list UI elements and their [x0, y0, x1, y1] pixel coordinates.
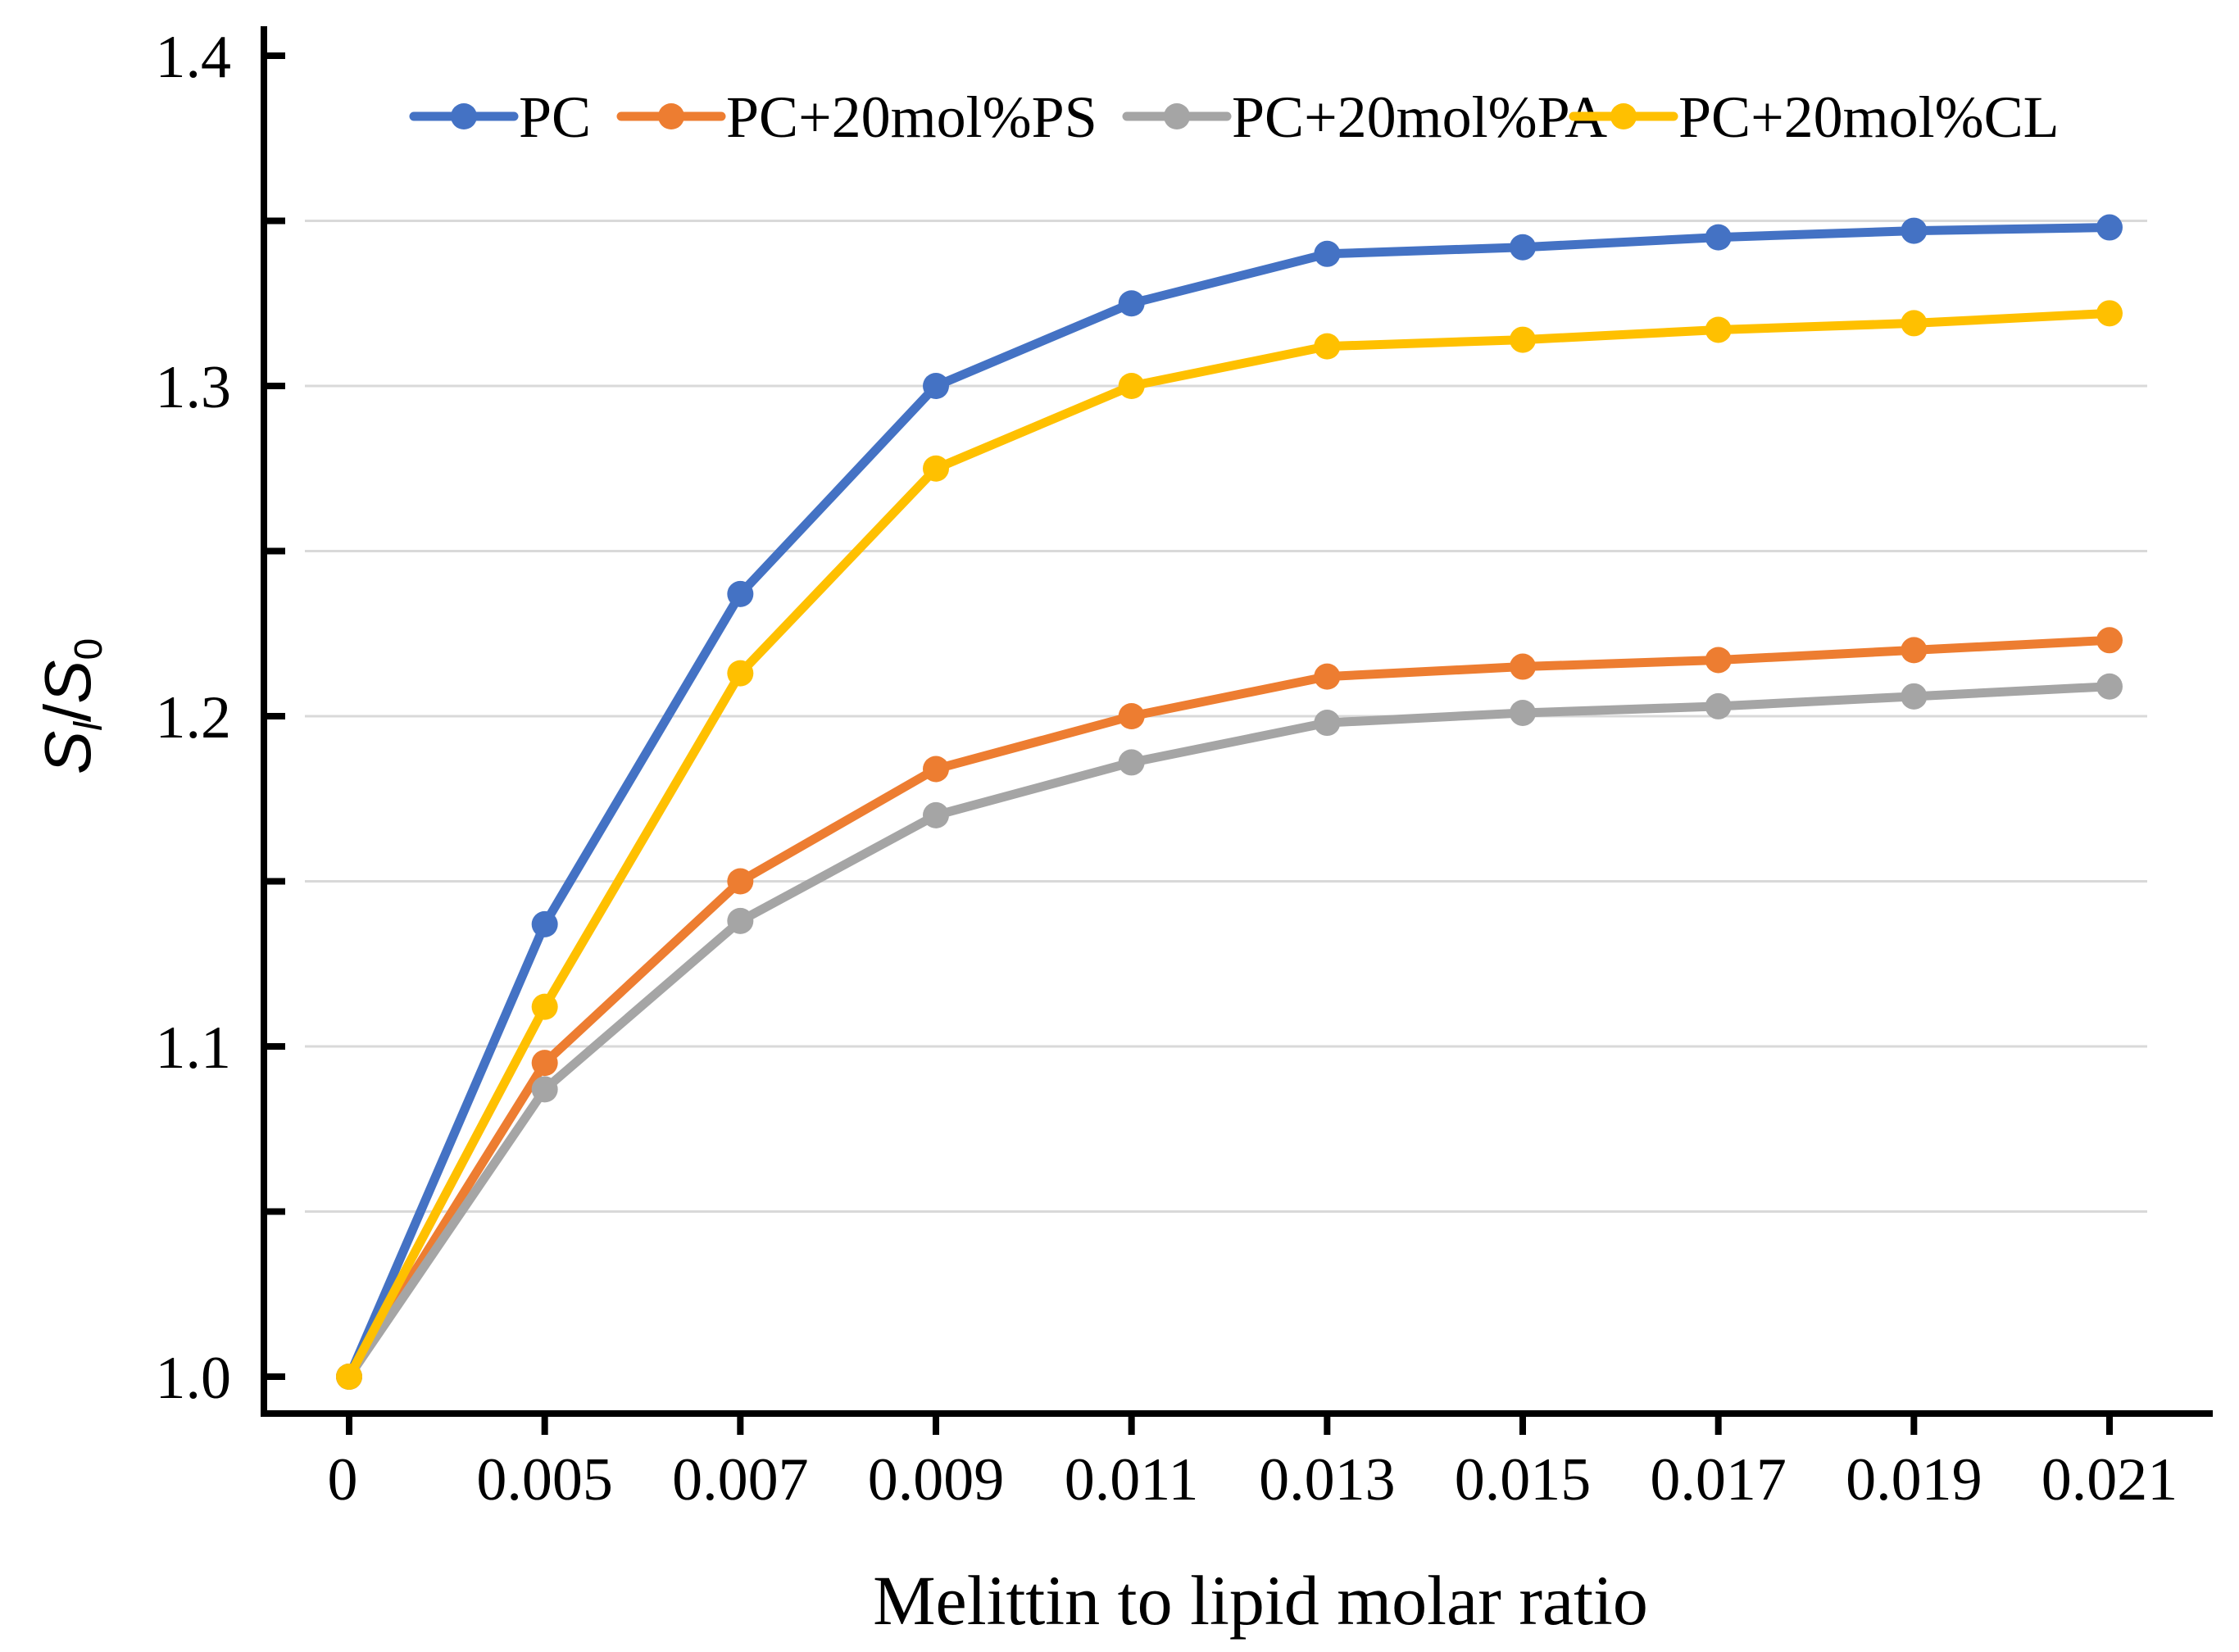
- series-0: [336, 214, 2123, 1390]
- y-label-sep: /: [31, 703, 104, 722]
- data-point: [1314, 240, 1341, 267]
- gridlines: [305, 220, 2147, 1213]
- x-axis-label: Melittin to lipid molar ratio: [873, 1561, 1648, 1640]
- data-point: [531, 993, 558, 1020]
- data-point: [1901, 310, 1928, 337]
- x-tick-label: 0.019: [1846, 1446, 1982, 1514]
- data-point: [1510, 699, 1536, 726]
- legend: PC PC+20mol%PS PC+20mol%PA PC+20mol%CL: [409, 84, 2060, 150]
- legend-label: PC+20mol%CL: [1678, 84, 2060, 150]
- legend-swatch-marker: [1164, 103, 1190, 129]
- data-point: [1901, 637, 1928, 664]
- data-point: [1314, 710, 1341, 737]
- legend-item: PC: [409, 84, 591, 150]
- data-point: [1705, 316, 1732, 343]
- y-label-sub2: 0: [67, 638, 111, 660]
- data-point: [531, 910, 558, 937]
- data-point: [1901, 683, 1928, 710]
- y-tick-label: 1.3: [156, 354, 232, 421]
- data-point: [727, 907, 754, 934]
- legend-swatch-marker: [658, 103, 684, 129]
- legend-item: PC+20mol%PS: [616, 84, 1097, 150]
- y-tick-label: 1.0: [156, 1345, 232, 1412]
- data-point: [336, 1364, 362, 1390]
- series-line: [344, 223, 2114, 1382]
- legend-label: PC+20mol%PS: [726, 84, 1097, 150]
- series-line: [344, 682, 2114, 1382]
- data-point: [1118, 373, 1145, 399]
- legend-swatch-marker: [451, 103, 477, 129]
- data-point: [1118, 749, 1145, 776]
- data-point: [1314, 663, 1341, 690]
- data-point: [727, 868, 754, 895]
- legend-label: PC+20mol%PA: [1232, 84, 1607, 150]
- data-point: [2096, 300, 2123, 327]
- axes: [261, 26, 2213, 1435]
- tick-labels: 1.0 1.1 1.2 1.3 1.4 0 0.005 0.007 0.009 0.011 0.01…: [156, 24, 2178, 1514]
- x-tick-label: 0: [328, 1446, 358, 1514]
- data-point: [2096, 673, 2123, 700]
- series-line: [344, 308, 2114, 1382]
- data-point: [1314, 333, 1341, 360]
- data-point: [1118, 703, 1145, 729]
- series-3: [336, 300, 2123, 1390]
- y-axis-label: Sl/S0: [31, 638, 111, 774]
- data-point: [531, 1050, 558, 1077]
- data-point: [2096, 627, 2123, 654]
- data-point: [1118, 290, 1145, 317]
- y-tick-label: 1.2: [156, 684, 232, 751]
- legend-label: PC: [519, 84, 591, 150]
- data-point: [923, 801, 949, 828]
- data-point: [1901, 217, 1928, 244]
- data-point: [1510, 326, 1536, 353]
- data-point: [727, 580, 754, 607]
- x-tick-label: 0.017: [1650, 1446, 1787, 1514]
- x-tick-label: 0.009: [868, 1446, 1005, 1514]
- x-tick-label: 0.005: [476, 1446, 613, 1514]
- y-label-main2: S: [31, 660, 104, 704]
- data-point: [1705, 692, 1732, 719]
- data-point: [1705, 224, 1732, 251]
- data-point: [923, 756, 949, 783]
- data-point: [2096, 214, 2123, 241]
- x-tick-label: 0.015: [1455, 1446, 1592, 1514]
- legend-item: PC+20mol%PA: [1122, 84, 1607, 150]
- legend-swatch-marker: [1610, 103, 1637, 129]
- legend-item: PC+20mol%CL: [1569, 84, 2060, 150]
- data-point: [1510, 653, 1536, 680]
- data-point: [1510, 234, 1536, 261]
- data-point: [531, 1076, 558, 1103]
- series-group: [336, 214, 2123, 1390]
- series-line: [344, 635, 2114, 1382]
- data-point: [1705, 647, 1732, 674]
- x-tick-label: 0.011: [1065, 1446, 1199, 1514]
- data-point: [923, 455, 949, 482]
- x-tick-label: 0.007: [672, 1446, 809, 1514]
- x-tick-label: 0.021: [2041, 1446, 2178, 1514]
- y-tick-label: 1.4: [156, 24, 232, 91]
- series-2: [336, 673, 2123, 1390]
- data-point: [727, 660, 754, 687]
- y-label-main: S: [31, 731, 104, 774]
- y-tick-label: 1.1: [156, 1014, 232, 1082]
- y-label-sub1: l: [67, 721, 111, 731]
- x-tick-label: 0.013: [1259, 1446, 1396, 1514]
- data-point: [923, 373, 949, 399]
